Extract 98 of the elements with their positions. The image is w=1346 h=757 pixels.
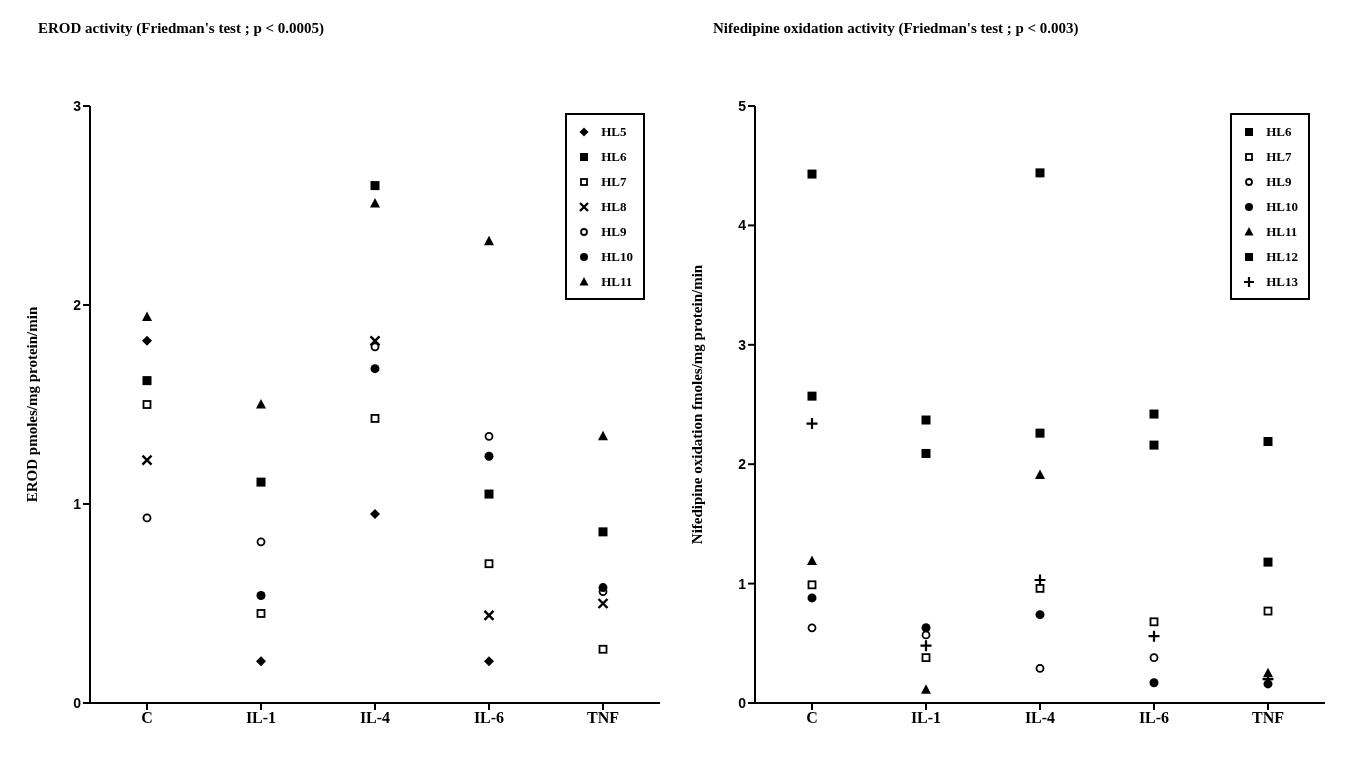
x-tick-label: IL-6	[1138, 709, 1170, 727]
legend-label: HL10	[1266, 198, 1298, 215]
y-axis-title: EROD pmoles/mg protein/min	[24, 306, 41, 503]
point	[1149, 409, 1159, 419]
point	[1035, 610, 1045, 620]
point	[256, 591, 266, 601]
point	[807, 391, 817, 401]
legend-label: HL12	[1266, 248, 1298, 265]
y-tick-label: 0	[738, 694, 747, 711]
point	[483, 609, 495, 622]
point	[370, 364, 380, 374]
point	[370, 414, 380, 423]
legend-label: HL6	[1266, 123, 1292, 140]
point	[1149, 653, 1159, 663]
y-axis-title: Nifedipine oxidation fmoles/mg protein/min	[689, 264, 706, 545]
point	[1033, 573, 1047, 587]
point	[370, 198, 380, 208]
point	[921, 653, 931, 663]
point	[256, 477, 266, 487]
legend-label: HL8	[601, 198, 627, 215]
point	[1035, 469, 1045, 479]
point	[256, 609, 266, 618]
point	[142, 335, 152, 346]
legend-label: HL9	[601, 223, 627, 240]
point	[142, 311, 152, 321]
x-tick-label: C	[141, 709, 153, 727]
x-tick-label: IL-4	[359, 709, 391, 727]
legend-label: HL11	[1266, 223, 1298, 240]
point	[369, 335, 381, 347]
point	[807, 169, 817, 179]
legend-label: HL11	[601, 273, 633, 290]
point	[142, 513, 152, 523]
y-tick-label: 4	[738, 217, 747, 234]
x-tick-label: IL-1	[245, 709, 277, 727]
point	[807, 580, 817, 590]
x-tick-label: C	[806, 709, 818, 727]
point	[370, 342, 380, 352]
chart-title: Nifedipine oxidation activity (Friedman's test ; p < 0.003)	[712, 19, 1080, 38]
legend-label: HL10	[601, 248, 633, 265]
point	[256, 399, 266, 409]
x-tick-label: TNF	[1252, 709, 1285, 727]
point	[1035, 428, 1045, 438]
point	[1147, 629, 1161, 643]
point	[484, 489, 494, 499]
point	[1149, 440, 1159, 450]
point	[256, 656, 266, 667]
y-tick-label: 2	[738, 456, 747, 473]
point	[256, 537, 266, 547]
point	[1035, 663, 1045, 673]
point	[921, 684, 931, 694]
legend-label: HL7	[1266, 148, 1292, 165]
x-tick-label: IL-4	[1024, 709, 1056, 727]
point	[1149, 678, 1159, 688]
y-tick-label: 0	[73, 694, 82, 711]
point	[919, 639, 933, 653]
legend-label: HL13	[1266, 273, 1298, 290]
point	[921, 448, 931, 458]
point	[921, 415, 931, 425]
point	[921, 630, 931, 640]
legend-label: HL6	[601, 148, 627, 165]
point	[1149, 617, 1159, 627]
point	[484, 656, 494, 667]
point	[598, 430, 608, 441]
legend-label: HL5	[601, 123, 627, 140]
point	[805, 417, 819, 431]
point	[484, 451, 494, 461]
point	[807, 593, 817, 603]
point	[1035, 168, 1045, 178]
point	[807, 623, 817, 633]
y-tick-label: 1	[738, 575, 747, 592]
legend-label: HL7	[601, 173, 627, 190]
y-tick-label: 5	[738, 97, 747, 114]
point	[1263, 437, 1273, 447]
x-tick-label: IL-1	[910, 709, 942, 727]
x-tick-label: IL-6	[473, 709, 505, 727]
point	[370, 181, 380, 191]
point	[598, 644, 608, 654]
point	[484, 559, 494, 569]
point	[142, 400, 152, 409]
point	[484, 235, 494, 246]
y-tick-label: 3	[738, 336, 747, 353]
point	[1263, 557, 1273, 567]
point	[921, 623, 931, 633]
point	[807, 555, 817, 565]
point	[141, 454, 153, 466]
y-tick-label: 1	[73, 495, 82, 512]
point	[597, 597, 609, 610]
point	[598, 527, 608, 537]
chart-title: EROD activity (Friedman's test ; p < 0.0005)	[37, 19, 325, 38]
y-tick-label: 2	[73, 296, 82, 313]
legend-label: HL9	[1266, 173, 1292, 190]
y-tick-label: 3	[73, 97, 82, 114]
point	[370, 508, 380, 519]
x-tick-label: TNF	[587, 709, 620, 727]
point	[1035, 583, 1045, 593]
point	[484, 431, 494, 441]
point	[142, 376, 152, 386]
point	[598, 583, 608, 593]
